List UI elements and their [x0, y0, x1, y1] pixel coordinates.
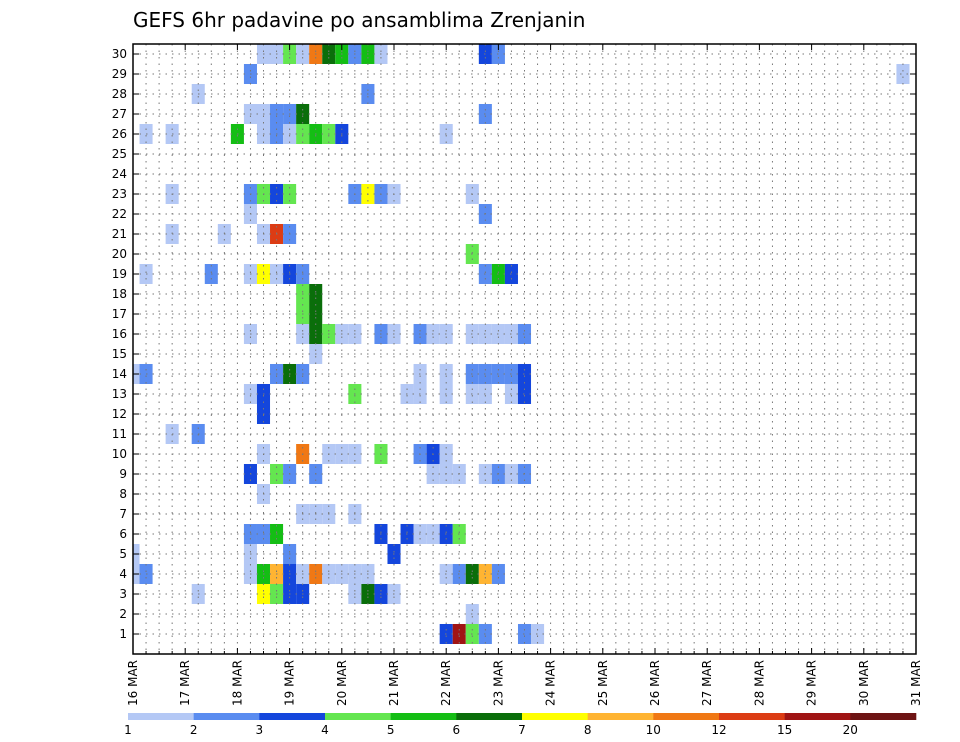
y-tick-label: 4 [119, 567, 127, 581]
legend-swatch [587, 713, 654, 720]
precip-cell [531, 624, 545, 644]
y-tick-label: 24 [112, 167, 127, 181]
x-tick-label: 24 MAR [544, 660, 558, 706]
y-tick-label: 7 [119, 507, 127, 521]
y-tick-label: 22 [112, 207, 127, 221]
legend-label: 4 [321, 723, 329, 737]
x-tick-label: 20 MAR [335, 660, 349, 706]
y-tick-label: 27 [112, 107, 127, 121]
precip-cell [517, 624, 532, 644]
y-tick-label: 6 [119, 527, 127, 541]
legend-label: 6 [452, 723, 460, 737]
precip-cell [517, 364, 532, 384]
x-tick-label: 28 MAR [752, 660, 766, 706]
legend-label: 1 [124, 723, 132, 737]
x-tick-label: 22 MAR [439, 660, 453, 706]
x-axis: 16 MAR 17 MAR 18 MAR 19 MAR 20 MAR 21 MAR 22 M… [126, 44, 923, 706]
x-tick-label: 18 MAR [230, 660, 244, 706]
x-tick-label: 26 MAR [648, 660, 662, 706]
legend-swatch [653, 713, 720, 720]
legend-swatch [719, 713, 785, 720]
grid-layer [133, 44, 916, 654]
legend-swatch [522, 713, 588, 720]
legend-label: 2 [190, 723, 198, 737]
y-tick-label: 17 [112, 307, 127, 321]
legend-label: 10 [646, 723, 661, 737]
y-tick-label: 5 [119, 547, 127, 561]
chart-title: GEFS 6hr padavine po ansamblima Zrenjani… [133, 8, 585, 32]
y-tick-label: 18 [112, 287, 127, 301]
legend-swatch [784, 713, 851, 720]
color-legend: 1 2 3 4 5 6 7 8 10 12 15 20 [124, 713, 917, 737]
legend-swatch [193, 713, 260, 720]
legend-label: 12 [711, 723, 726, 737]
y-tick-label: 12 [112, 407, 127, 421]
legend-swatch [390, 713, 457, 720]
precip-cell [517, 324, 532, 344]
legend-swatch [259, 713, 326, 720]
y-tick-label: 3 [119, 587, 127, 601]
legend-swatch [456, 713, 523, 720]
y-tick-label: 20 [112, 247, 127, 261]
x-tick-label: 27 MAR [700, 660, 714, 706]
x-tick-label: 29 MAR [805, 660, 819, 706]
y-tick-label: 13 [112, 387, 127, 401]
precip-cell [896, 64, 910, 84]
y-axis: 1234567891011121314151617181920212223242… [112, 47, 916, 641]
x-tick-label: 31 MAR [909, 660, 923, 706]
y-tick-label: 1 [119, 627, 127, 641]
legend-label: 8 [584, 723, 592, 737]
x-tick-label: 16 MAR [126, 660, 140, 706]
y-tick-label: 23 [112, 187, 127, 201]
y-tick-label: 16 [112, 327, 127, 341]
legend-swatch [128, 713, 194, 720]
y-tick-label: 9 [119, 467, 127, 481]
x-tick-label: 19 MAR [283, 660, 297, 706]
x-tick-label: 23 MAR [491, 660, 505, 706]
legend-label: 3 [255, 723, 263, 737]
y-tick-label: 28 [112, 87, 127, 101]
x-tick-label: 21 MAR [387, 660, 401, 706]
y-tick-label: 21 [112, 227, 127, 241]
x-tick-label: 17 MAR [178, 660, 192, 706]
legend-label: 15 [777, 723, 792, 737]
y-tick-label: 30 [112, 47, 127, 61]
y-tick-label: 2 [119, 607, 127, 621]
y-tick-label: 15 [112, 347, 127, 361]
legend-label: 5 [387, 723, 395, 737]
x-tick-label: 25 MAR [596, 660, 610, 706]
x-tick-label: 30 MAR [857, 660, 871, 706]
precip-cell [517, 384, 532, 404]
legend-label: 20 [843, 723, 858, 737]
y-tick-label: 26 [112, 127, 127, 141]
y-tick-label: 10 [112, 447, 127, 461]
y-tick-label: 8 [119, 487, 127, 501]
y-tick-label: 25 [112, 147, 127, 161]
legend-label: 7 [518, 723, 526, 737]
y-tick-label: 14 [112, 367, 127, 381]
legend-swatch [850, 713, 917, 720]
cells-layer [133, 44, 910, 644]
legend-swatch [325, 713, 391, 720]
y-tick-label: 19 [112, 267, 127, 281]
y-tick-label: 29 [112, 67, 127, 81]
y-tick-label: 11 [112, 427, 127, 441]
